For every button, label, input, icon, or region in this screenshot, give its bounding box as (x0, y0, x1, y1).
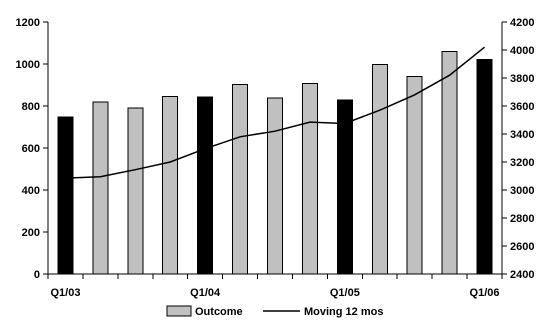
right-y-axis: 2400 2600 2800 3000 3200 3400 3600 3800 4000 4200 (501, 17, 534, 281)
x-tick-label: Q1/05 (330, 287, 360, 299)
right-y-tick-label: 2400 (510, 269, 534, 281)
bar-Q3/05 (406, 76, 423, 275)
line-series-moving-12-mos (65, 46, 486, 179)
left-y-tick-label: 800 (22, 101, 40, 113)
x-tick-label: Q1/03 (50, 287, 80, 299)
right-y-tick-label: 3200 (510, 157, 534, 169)
legend-label-moving-12-mos: Moving 12 mos (304, 306, 383, 318)
right-y-tick-label: 4200 (510, 17, 534, 29)
legend-swatch-outcome (166, 305, 192, 317)
bar-Q1/04 (197, 96, 214, 275)
bar-Q3/03 (127, 107, 144, 275)
left-y-tick-label: 0 (34, 269, 40, 281)
bar-series-outcome (57, 50, 493, 275)
left-y-tick-label: 1000 (16, 59, 40, 71)
right-y-tick-label: 2800 (510, 213, 534, 225)
left-y-tick-label: 200 (22, 227, 40, 239)
bar-Q2/04 (232, 83, 249, 275)
right-y-tick-label: 4000 (510, 45, 534, 57)
right-y-tick-label: 2600 (510, 241, 534, 253)
bar-Q4/03 (162, 96, 179, 275)
bar-Q1/06 (476, 58, 493, 275)
left-y-tick-label: 600 (22, 143, 40, 155)
x-tick-label: Q1/04 (190, 287, 221, 299)
bar-Q1/05 (336, 99, 353, 275)
bar-Q3/04 (267, 97, 283, 275)
legend: Outcome Moving 12 mos (166, 305, 383, 318)
right-y-tick-label: 3000 (510, 185, 534, 197)
left-y-tick-label: 400 (22, 185, 40, 197)
x-axis: Q1/03 Q1/04 Q1/05 Q1/06 (47, 273, 503, 299)
bar-Q2/05 (371, 63, 388, 275)
bar-Q4/04 (301, 82, 318, 275)
moving-12-mos-line (65, 46, 486, 179)
legend-label-outcome: Outcome (195, 306, 243, 318)
right-y-tick-label: 3800 (510, 73, 534, 85)
left-y-axis: 0 200 400 600 800 1000 1200 (16, 17, 49, 281)
bar-Q1/03 (57, 116, 74, 275)
x-tick-label: Q1/06 (470, 287, 500, 299)
left-y-tick-label: 1200 (16, 17, 40, 29)
right-y-tick-label: 3400 (510, 129, 534, 141)
bar-Q2/03 (92, 101, 109, 275)
bar-Q4/05 (441, 50, 458, 275)
right-y-tick-label: 3600 (510, 101, 534, 113)
